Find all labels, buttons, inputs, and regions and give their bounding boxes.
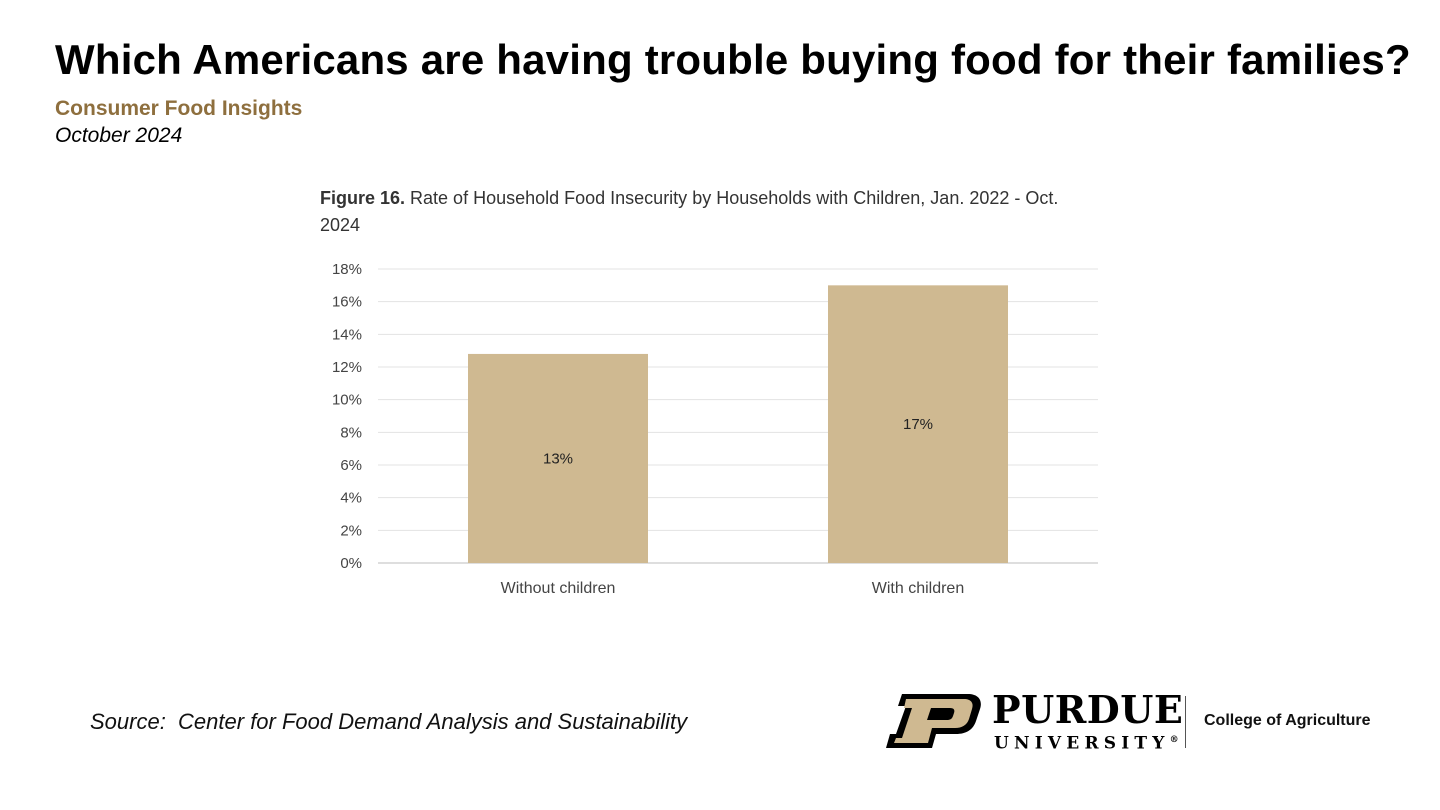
purdue-wordmark: PURDUE bbox=[992, 687, 1184, 732]
page-title: Which Americans are having trouble buyin… bbox=[55, 36, 1411, 83]
purdue-p-icon bbox=[886, 694, 981, 748]
y-tick-label: 16% bbox=[332, 294, 362, 311]
logo-divider bbox=[1185, 696, 1186, 748]
figure-label: Figure 16. bbox=[320, 188, 406, 208]
y-tick-label: 18% bbox=[332, 261, 362, 278]
college-name: College of Agriculture bbox=[1204, 712, 1371, 729]
y-tick-label: 0% bbox=[340, 555, 362, 572]
x-axis: Without children With children bbox=[501, 580, 965, 597]
data-label: 17% bbox=[903, 416, 933, 433]
y-tick-label: 12% bbox=[332, 359, 362, 376]
x-tick-label: With children bbox=[872, 580, 964, 597]
registered-mark: ® bbox=[1169, 735, 1179, 745]
bar bbox=[468, 353, 648, 563]
figure-caption-text: Rate of Household Food Insecurity by Hou… bbox=[320, 188, 1059, 235]
y-tick-label: 8% bbox=[340, 424, 362, 441]
y-tick-label: 2% bbox=[340, 522, 362, 539]
data-label: 13% bbox=[543, 450, 573, 467]
y-tick-label: 6% bbox=[340, 457, 362, 474]
subtitle: Consumer Food Insights bbox=[55, 97, 303, 120]
bar-chart: 0% 2% 4% 6% 8% 10% 12% 14% 16% 18% 13% 17% Without… bbox=[332, 261, 1098, 597]
report-date: October 2024 bbox=[55, 124, 183, 147]
bars: 13% 17% bbox=[468, 285, 1008, 563]
bar bbox=[828, 285, 1008, 563]
university-text: UNIVERSITY bbox=[994, 733, 1170, 754]
y-tick-label: 4% bbox=[340, 490, 362, 507]
y-tick-label: 10% bbox=[332, 392, 362, 409]
figure-caption: Figure 16. Rate of Household Food Insecu… bbox=[320, 185, 1100, 239]
y-axis: 0% 2% 4% 6% 8% 10% 12% 14% 16% 18% bbox=[332, 261, 362, 572]
x-tick-label: Without children bbox=[501, 580, 616, 597]
source-note: Source: Center for Food Demand Analysis … bbox=[90, 709, 688, 734]
university-wordmark: UNIVERSITY® bbox=[994, 730, 1179, 754]
purdue-logo: PURDUE UNIVERSITY® College of Agricultur… bbox=[884, 687, 1371, 760]
y-tick-label: 14% bbox=[332, 326, 362, 343]
